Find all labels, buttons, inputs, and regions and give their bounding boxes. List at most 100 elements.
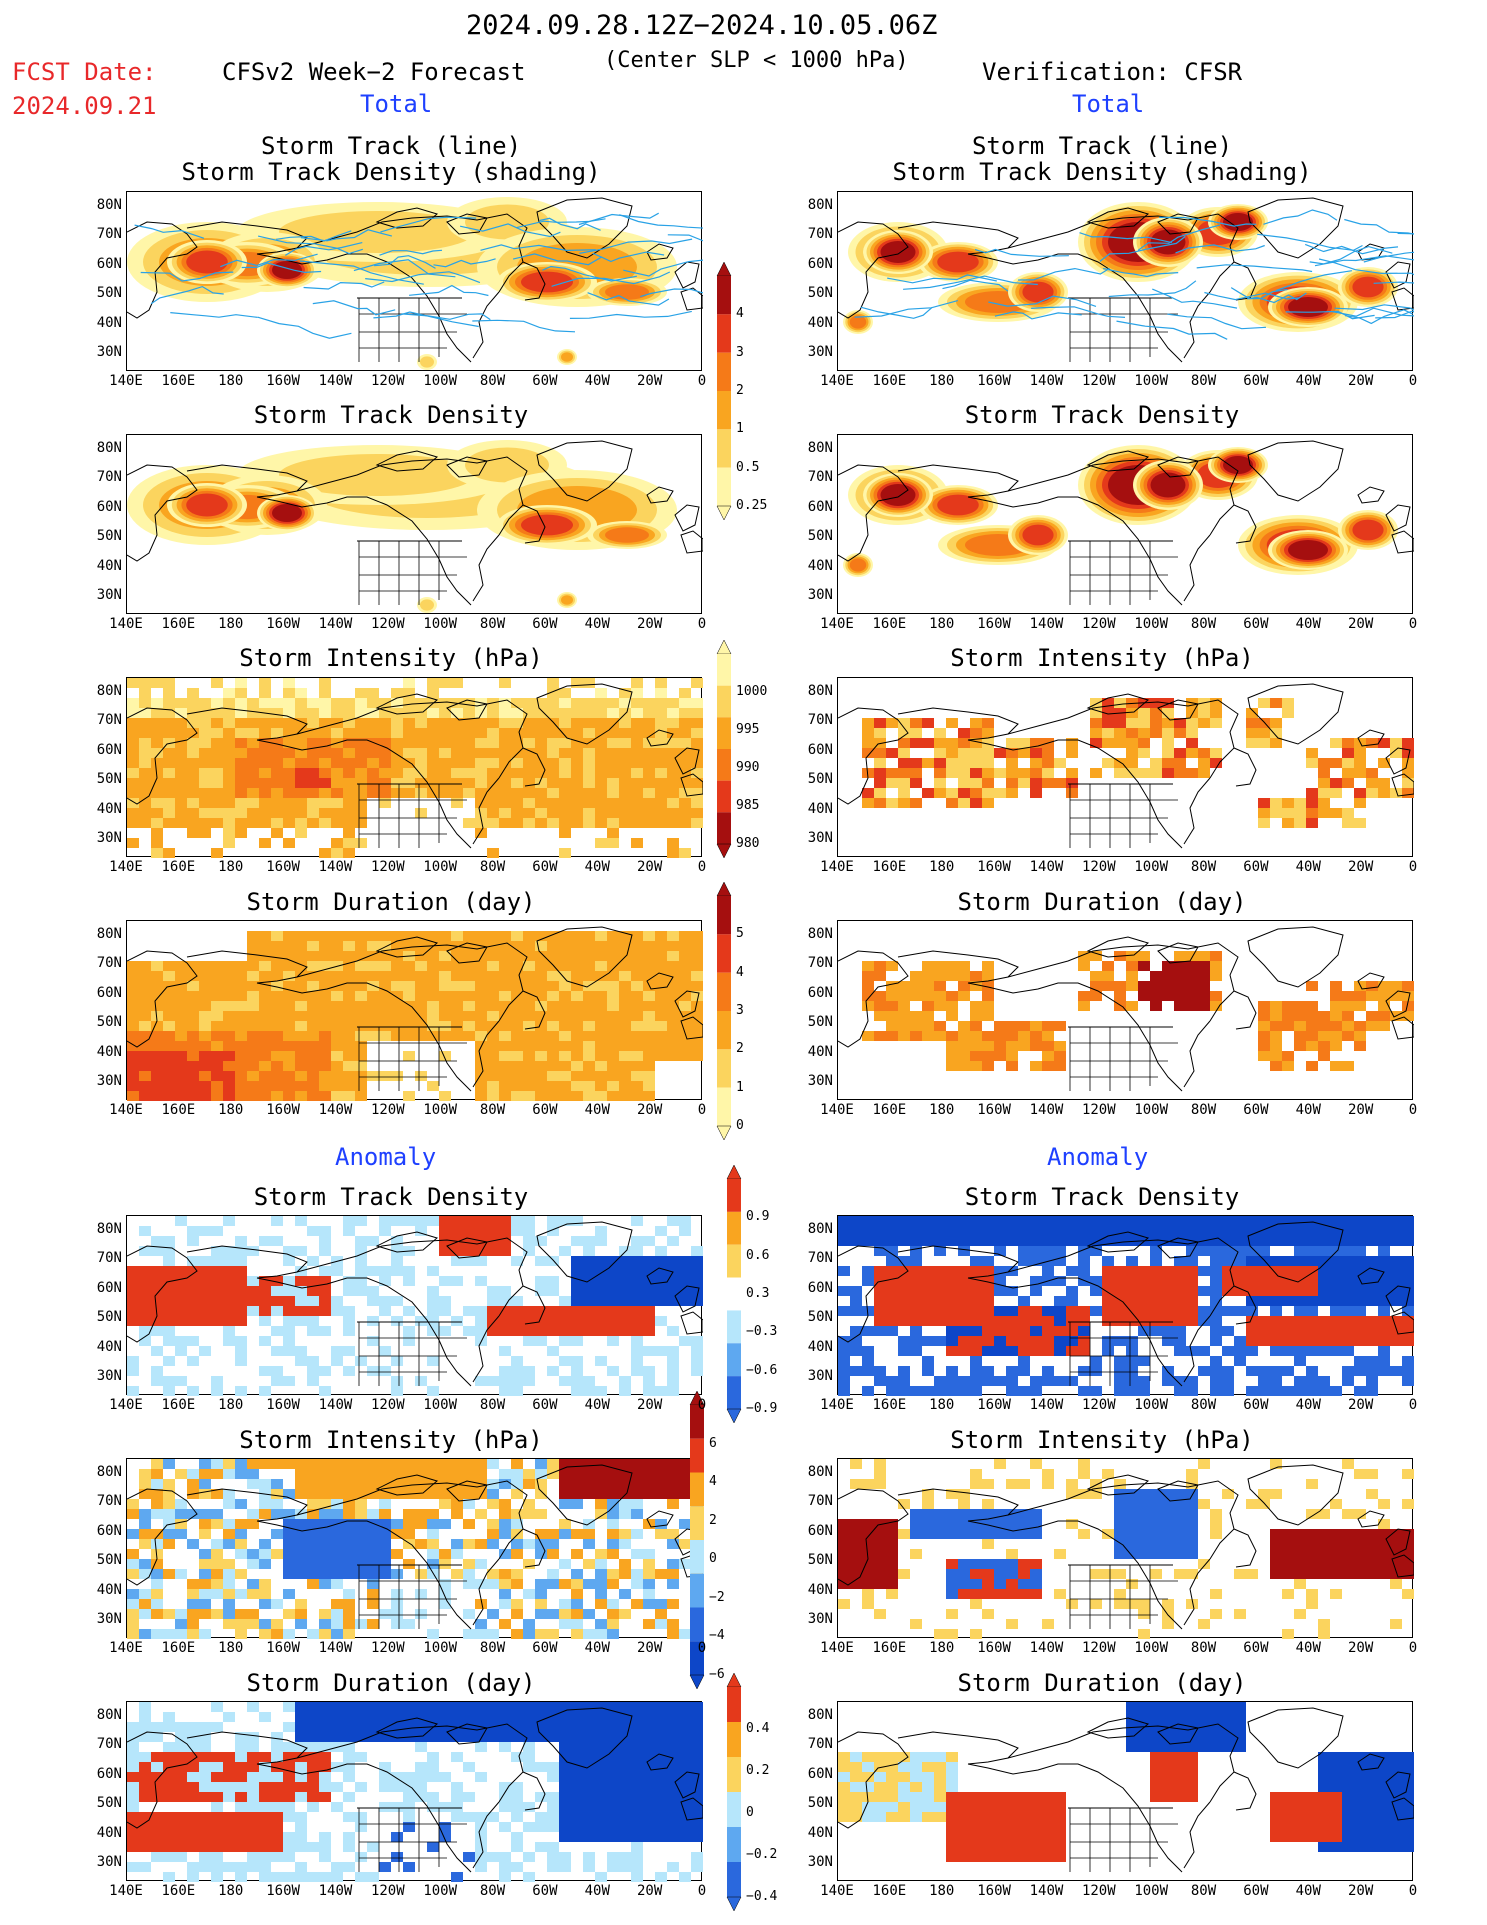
grid-cell xyxy=(850,1479,862,1489)
grid-cell xyxy=(343,971,355,981)
grid-cell xyxy=(583,1061,595,1071)
grid-cell xyxy=(259,1276,271,1286)
coastline xyxy=(1183,777,1211,845)
grid-cell xyxy=(1078,1216,1090,1226)
grid-cell xyxy=(367,1589,379,1599)
grid-cell xyxy=(487,1286,499,1296)
grid-cell xyxy=(583,718,595,728)
grid-cell xyxy=(958,728,970,738)
grid-cell xyxy=(1186,1246,1198,1256)
verification-column-title: Verification: CFSR xyxy=(982,58,1243,86)
grid-cell xyxy=(343,981,355,991)
grid-cell xyxy=(139,1569,151,1579)
density-contour xyxy=(561,352,573,362)
grid-cell xyxy=(1030,768,1042,778)
grid-cell xyxy=(1402,1286,1414,1296)
grid-cell xyxy=(970,1579,982,1589)
grid-cell xyxy=(511,1752,523,1762)
density-contour xyxy=(937,494,979,516)
grid-cell xyxy=(223,1752,235,1762)
density-contour xyxy=(186,493,228,517)
grid-cell xyxy=(667,1266,679,1276)
grid-cell xyxy=(1330,1216,1342,1226)
grid-cell xyxy=(1186,1316,1198,1326)
grid-cell xyxy=(862,1589,874,1599)
grid-cell xyxy=(1294,1356,1306,1366)
grid-cell xyxy=(499,1822,511,1832)
grid-cell xyxy=(439,1326,451,1336)
grid-cell xyxy=(886,1589,898,1599)
grid-cell xyxy=(571,1216,583,1226)
grid-cell xyxy=(607,1732,619,1742)
grid-cell xyxy=(223,1326,235,1336)
grid-cell xyxy=(151,1071,163,1081)
grid-cell xyxy=(439,1489,451,1499)
grid-cell xyxy=(1390,981,1402,991)
grid-cell xyxy=(1282,1216,1294,1226)
grid-cell xyxy=(1342,1256,1354,1266)
grid-cell xyxy=(307,1286,319,1296)
grid-cell xyxy=(475,1712,487,1722)
grid-cell xyxy=(283,1519,295,1529)
grid-cell xyxy=(1006,778,1018,788)
grid-cell xyxy=(595,1822,607,1832)
grid-cell xyxy=(499,1782,511,1792)
grid-cell xyxy=(295,1549,307,1559)
us-states-grid xyxy=(357,1026,467,1091)
grid-cell xyxy=(139,1226,151,1236)
grid-cell xyxy=(307,1742,319,1752)
grid-cell xyxy=(679,848,691,858)
grid-cell xyxy=(379,981,391,991)
grid-cell xyxy=(970,758,982,768)
grid-cell xyxy=(223,728,235,738)
grid-cell xyxy=(571,678,583,688)
grid-cell xyxy=(319,798,331,808)
grid-cell xyxy=(1282,818,1294,828)
grid-cell xyxy=(187,698,199,708)
grid-cell xyxy=(607,808,619,818)
grid-cell xyxy=(379,1569,391,1579)
grid-cell xyxy=(535,1762,547,1772)
grid-cell xyxy=(1366,1386,1378,1396)
grid-cell xyxy=(319,1091,331,1101)
grid-cell xyxy=(1306,1539,1318,1549)
grid-cell xyxy=(415,1316,427,1326)
grid-cell xyxy=(331,1346,343,1356)
grid-cell xyxy=(259,1061,271,1071)
grid-cell xyxy=(1378,1366,1390,1376)
grid-cell xyxy=(1306,1061,1318,1071)
grid-cell xyxy=(1018,1256,1030,1266)
coastline xyxy=(967,1520,1183,1630)
grid-cell xyxy=(1018,1509,1030,1519)
grid-cell xyxy=(583,1479,595,1489)
grid-cell xyxy=(1282,1061,1294,1071)
grid-cell xyxy=(175,1071,187,1081)
grid-cell xyxy=(1030,1569,1042,1579)
coastline xyxy=(967,496,1183,606)
grid-cell xyxy=(619,808,631,818)
grid-cell xyxy=(463,1712,475,1722)
grid-cell xyxy=(367,931,379,941)
grid-cell xyxy=(862,1579,874,1589)
grid-cell xyxy=(559,1326,571,1336)
grid-cell xyxy=(439,678,451,688)
grid-cell xyxy=(607,1519,619,1529)
grid-cell xyxy=(259,941,271,951)
grid-cell xyxy=(511,728,523,738)
grid-cell xyxy=(595,1712,607,1722)
grid-cell xyxy=(271,1742,283,1752)
grid-cell xyxy=(307,1376,319,1386)
grid-cell xyxy=(535,748,547,758)
grid-cell xyxy=(331,728,343,738)
grid-cell xyxy=(1210,708,1222,718)
grid-cell xyxy=(1306,1376,1318,1386)
grid-cell xyxy=(691,961,703,971)
grid-cell xyxy=(343,758,355,768)
grid-cell xyxy=(874,1001,886,1011)
grid-cell xyxy=(1006,1559,1018,1569)
grid-cell xyxy=(415,1609,427,1619)
grid-cell xyxy=(958,1386,970,1396)
coastline xyxy=(1183,534,1211,602)
grid-cell xyxy=(1210,1256,1222,1266)
coastline xyxy=(674,990,700,1018)
